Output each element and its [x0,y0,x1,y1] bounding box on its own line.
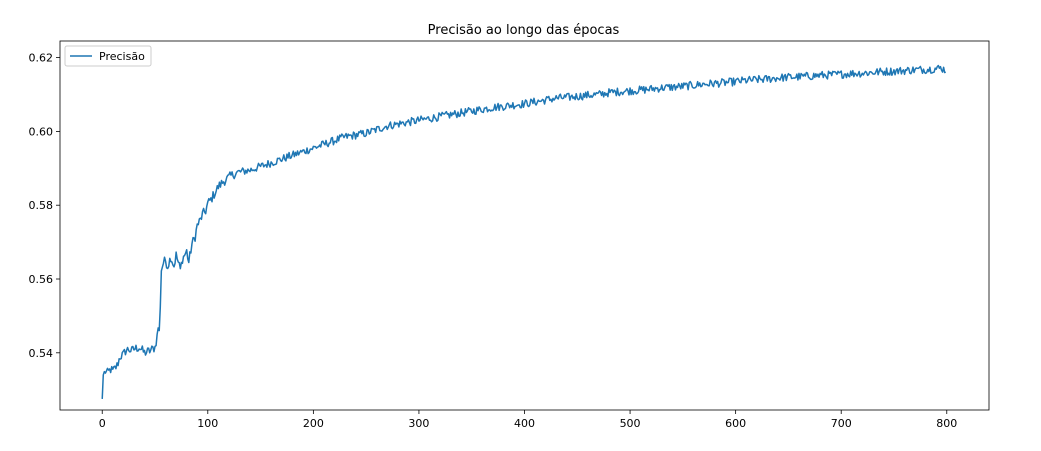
x-tick-label: 0 [99,417,106,430]
y-tick-label: 0.62 [29,52,54,65]
x-tick-label: 100 [197,417,218,430]
series-line-precisao [101,64,946,399]
legend-box [64,45,152,67]
y-tick-label: 0.56 [29,273,54,286]
x-tick-label: 300 [408,417,429,430]
y-tick-label: 0.60 [29,125,54,138]
plot-frame [59,40,990,411]
legend-label-precisao: Precisão [99,50,145,63]
x-tick-label: 200 [303,417,324,430]
x-tick-label: 600 [725,417,746,430]
x-axis-ticks: 0 100 200 300 400 500 600 700 800 [99,410,957,430]
legend: Precisão [64,45,152,67]
x-tick-label: 700 [831,417,852,430]
x-tick-label: 800 [936,417,957,430]
y-axis-ticks: 0.54 0.56 0.58 0.60 0.62 [29,52,60,360]
y-tick-label: 0.58 [29,199,54,212]
x-tick-label: 500 [620,417,641,430]
y-tick-label: 0.54 [29,347,54,360]
chart-title: Precisão ao longo das épocas [428,23,620,38]
x-tick-label: 400 [514,417,535,430]
